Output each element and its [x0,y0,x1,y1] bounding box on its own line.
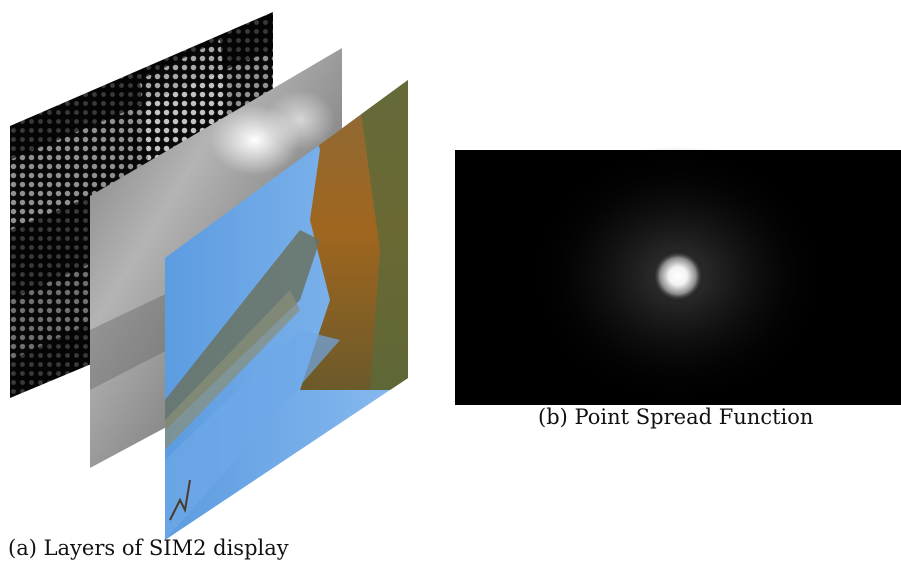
color-image-layer [165,80,408,540]
psf-figure [440,140,901,440]
psf-core-spot [652,250,704,302]
figure-b-caption: (b) Point Spread Function [538,405,814,429]
figure-a-caption: (a) Layers of SIM2 display [8,536,289,560]
sim2-layers-figure [0,0,430,568]
